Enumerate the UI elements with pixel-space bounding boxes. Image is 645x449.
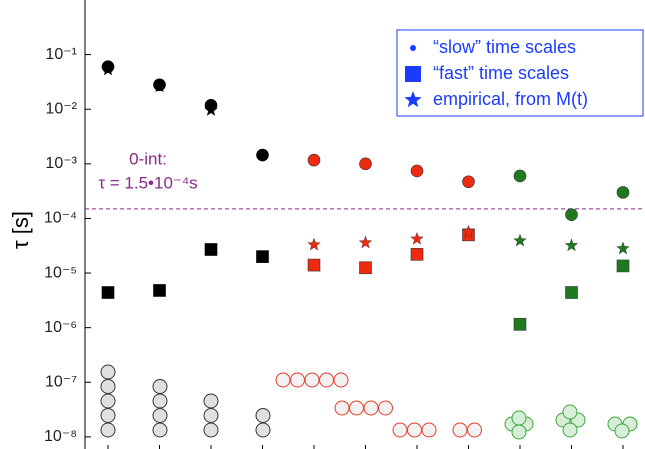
molecule-icon xyxy=(152,408,168,423)
molecule-icon xyxy=(349,400,364,416)
legend-marker xyxy=(404,91,422,108)
legend-label: “slow” time scales xyxy=(433,37,576,57)
y-tick-label: 10⁻⁷ xyxy=(45,373,77,390)
molecule-icon xyxy=(452,422,468,438)
molecule-icon xyxy=(392,422,408,438)
molecule-icon xyxy=(363,400,379,416)
molecule-icon xyxy=(152,379,168,394)
molecule-icon xyxy=(255,422,271,438)
fast-point xyxy=(101,286,115,299)
fast-point xyxy=(153,284,166,297)
y-tick-label: 10⁻⁸ xyxy=(44,428,77,445)
molecule-icon xyxy=(614,423,630,439)
y-tick-label: 10⁻³ xyxy=(45,155,77,172)
legend-marker xyxy=(410,45,416,51)
slow-point xyxy=(513,169,527,183)
molecule-icon xyxy=(203,422,219,438)
molecule-icon xyxy=(203,393,219,409)
molecule-icon xyxy=(100,379,116,394)
fast-point xyxy=(307,258,321,272)
molecule-icon xyxy=(334,400,350,416)
y-tick-label: 10⁻⁵ xyxy=(44,264,77,281)
threshold-label: τ = 1.5•10⁻⁴s xyxy=(98,173,197,192)
molecule-icon xyxy=(304,372,320,388)
y-tick-label: 10⁻² xyxy=(45,100,77,117)
molecule-icon xyxy=(467,422,482,438)
molecule-icon xyxy=(100,408,116,423)
molecule-icon xyxy=(100,393,116,409)
molecule-icon xyxy=(421,422,437,438)
empirical-point xyxy=(358,235,373,249)
molecule-icon xyxy=(255,408,271,423)
fast-point xyxy=(204,243,218,256)
molecule-icon xyxy=(100,364,116,380)
fast-point xyxy=(410,248,424,261)
slow-point xyxy=(307,153,321,167)
fast-point xyxy=(565,286,578,299)
empirical-point xyxy=(616,241,630,255)
threshold-label: 0-int: xyxy=(129,149,167,168)
empirical-point xyxy=(101,62,115,76)
y-tick-label: 10⁻⁶ xyxy=(44,319,77,336)
molecule-icon xyxy=(562,422,578,438)
empirical-point xyxy=(461,224,476,238)
slow-point xyxy=(410,164,424,178)
molecule-icon xyxy=(290,372,305,388)
y-tick-label: 10⁻¹ xyxy=(45,46,77,63)
molecule-icon xyxy=(275,372,291,388)
slow-point xyxy=(616,186,630,199)
legend-label: “fast” time scales xyxy=(433,63,569,83)
molecule-icon xyxy=(511,424,527,440)
molecule-icon xyxy=(562,404,578,420)
molecule-icon xyxy=(152,422,168,438)
legend-marker xyxy=(405,66,421,82)
molecule-icon xyxy=(100,422,116,438)
slow-point xyxy=(359,157,372,171)
legend-label: empirical, from M(t) xyxy=(433,89,588,109)
molecule-icon xyxy=(203,408,219,423)
molecule-icon xyxy=(378,400,393,416)
molecule-icon xyxy=(333,372,349,388)
empirical-point xyxy=(513,233,527,247)
fast-point xyxy=(513,318,527,331)
fast-point xyxy=(359,261,372,275)
molecule-icon xyxy=(511,410,527,426)
molecule-icon xyxy=(319,372,334,388)
slow-point xyxy=(565,208,578,222)
y-axis-label: τ [s] xyxy=(8,211,33,249)
molecule-icon xyxy=(152,393,168,409)
empirical-point xyxy=(564,238,579,252)
y-tick-label: 10⁻⁴ xyxy=(44,210,77,227)
molecule-icon xyxy=(407,422,422,438)
empirical-point xyxy=(307,237,321,251)
empirical-point xyxy=(152,79,167,93)
slow-point xyxy=(462,175,475,189)
legend xyxy=(396,29,644,117)
slow-point xyxy=(256,148,269,162)
fast-point xyxy=(616,259,630,273)
empirical-point xyxy=(204,103,218,116)
fast-point xyxy=(256,250,269,263)
empirical-point xyxy=(410,231,424,245)
